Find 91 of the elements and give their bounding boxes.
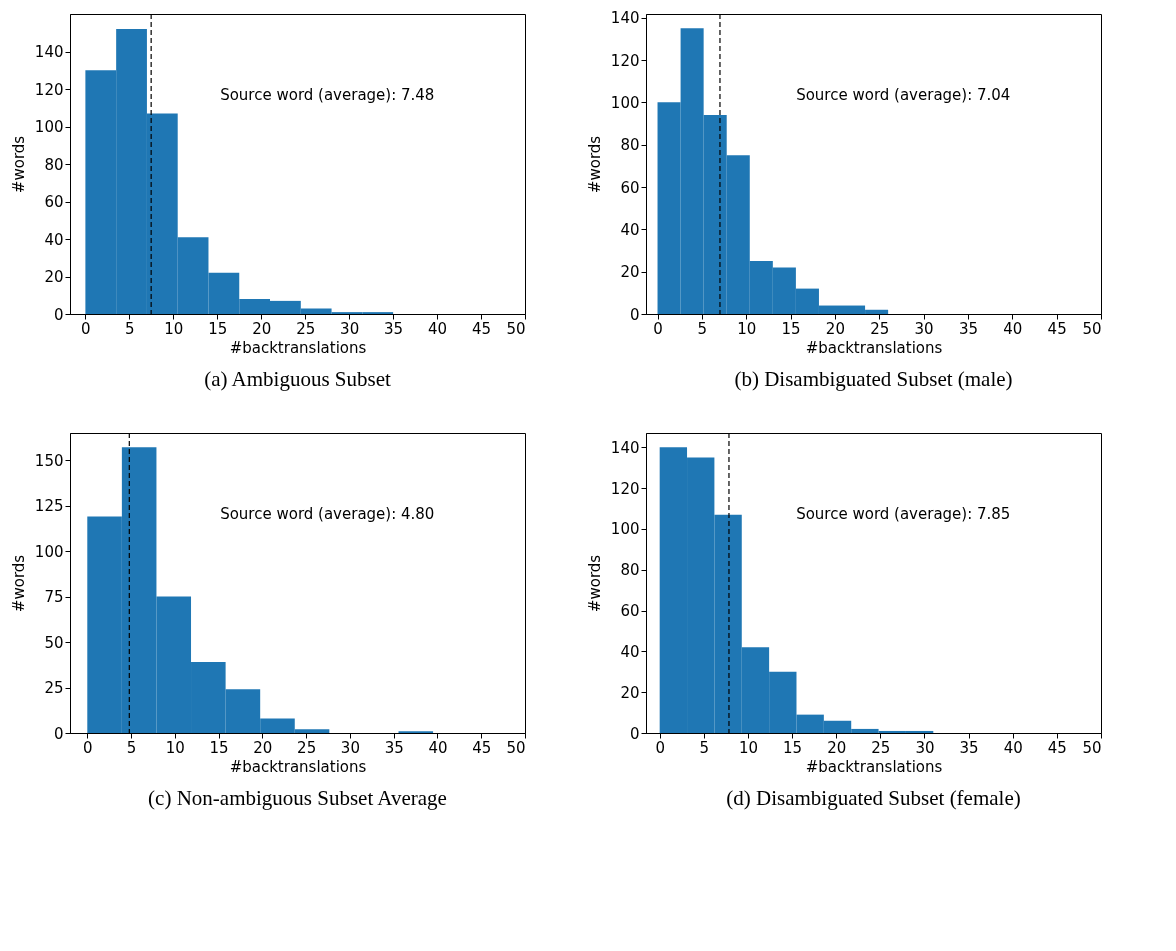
x-tick-label: 20 [827, 738, 847, 757]
y-tick-label: 20 [620, 683, 640, 702]
x-tick-label: 5 [126, 738, 137, 757]
x-tick-label: 50 [1082, 319, 1102, 338]
x-axis-title: #backtranslations [805, 338, 943, 357]
y-tick-label: 120 [610, 51, 640, 70]
x-tick-label: 5 [125, 319, 135, 338]
y-tick-label: 140 [610, 9, 640, 28]
x-tick-label: 50 [506, 319, 526, 338]
x-tick-label: 0 [83, 738, 93, 757]
x-tick-label: 10 [737, 319, 757, 338]
y-tick-label: 20 [44, 268, 64, 286]
y-tick-label: 0 [53, 724, 64, 743]
x-tick-label: 10 [165, 738, 185, 757]
text: (c) Non-ambiguous Subset Average [148, 786, 447, 810]
y-axis-title: #words [9, 554, 28, 613]
x-tick-label: 40 [428, 319, 448, 338]
y-tick-label: 60 [620, 602, 640, 621]
y-tick-label: 50 [44, 633, 64, 652]
x-axis-title: #backtranslations [229, 338, 367, 357]
x-tick-label: 15 [781, 319, 801, 338]
x-tick-label: 45 [471, 319, 492, 338]
x-tick-label: 35 [384, 738, 404, 757]
y-tick-label: 40 [620, 220, 640, 239]
x-tick-label: 30 [915, 738, 935, 757]
x-tick-label: 10 [738, 738, 758, 757]
x-tick-label: 20 [253, 738, 273, 757]
x-tick-label: 30 [914, 319, 934, 338]
x-tick-label: 15 [783, 738, 803, 757]
text: (a) Ambiguous Subset [204, 367, 391, 391]
x-tick-label: 25 [297, 738, 317, 757]
x-tick-label: 25 [296, 319, 316, 338]
y-tick-label: 80 [44, 155, 64, 174]
text: (d) Disambiguated Subset (female) [726, 786, 1021, 810]
y-tick-label: 80 [620, 136, 640, 155]
x-tick-label: 5 [697, 319, 708, 338]
x-tick-label: 50 [506, 738, 526, 757]
x-tick-label: 25 [870, 319, 890, 338]
x-tick-label: 0 [655, 738, 665, 757]
y-tick-label: 120 [610, 479, 640, 498]
x-tick-label: 40 [1003, 738, 1023, 757]
y-tick-label: 20 [620, 263, 640, 282]
x-tick-label: 20 [825, 319, 845, 338]
x-tick-label: 45 [1047, 319, 1067, 338]
y-tick-label: 100 [34, 118, 64, 136]
y-tick-label: 125 [34, 497, 64, 516]
x-axis-title: #backtranslations [229, 757, 367, 776]
y-tick-label: 100 [610, 93, 640, 112]
y-tick-label: 40 [620, 642, 640, 661]
y-tick-label: 75 [44, 588, 64, 607]
x-tick-label: 45 [472, 738, 492, 757]
x-axis-title: #backtranslations [805, 757, 943, 776]
y-tick-label: 120 [34, 80, 64, 99]
x-tick-label: 50 [1082, 738, 1102, 757]
y-tick-label: 25 [44, 679, 64, 697]
x-tick-label: 35 [958, 319, 979, 338]
y-tick-label: 140 [34, 43, 64, 61]
y-tick-label: 0 [629, 305, 640, 324]
y-axis-title: #words [9, 135, 28, 194]
x-tick-label: 40 [428, 738, 448, 757]
x-tick-label: 40 [1003, 319, 1023, 338]
text: (b) Disambiguated Subset (male) [734, 367, 1013, 391]
x-tick-label: 15 [208, 319, 228, 338]
y-tick-label: 140 [610, 438, 640, 457]
x-tick-label: 35 [959, 738, 979, 757]
y-tick-label: 60 [620, 178, 640, 197]
y-axis-title: #words [585, 135, 604, 194]
x-tick-label: 35 [384, 319, 404, 338]
y-tick-label: 60 [44, 193, 64, 211]
x-tick-label: 25 [871, 738, 891, 757]
annotation: Source word (average): 4.80 [220, 505, 435, 523]
y-tick-label: 100 [610, 520, 640, 539]
y-axis-title: #words [585, 554, 604, 613]
y-tick-label: 0 [53, 305, 64, 324]
annotation: Source word (average): 7.04 [796, 86, 1011, 104]
annotation: Source word (average): 7.48 [220, 86, 435, 104]
y-tick-label: 0 [629, 724, 640, 743]
x-tick-label: 30 [340, 319, 360, 338]
y-tick-label: 100 [34, 542, 64, 561]
x-tick-label: 45 [1047, 738, 1067, 757]
x-tick-label: 0 [81, 319, 91, 338]
x-tick-label: 20 [252, 319, 272, 338]
x-tick-label: 15 [209, 738, 229, 757]
y-tick-label: 80 [620, 561, 640, 580]
y-tick-label: 150 [34, 451, 64, 470]
x-tick-label: 0 [653, 319, 663, 338]
annotation: Source word (average): 7.85 [796, 505, 1011, 523]
x-tick-label: 30 [340, 738, 360, 757]
x-tick-label: 10 [164, 319, 184, 338]
y-tick-label: 40 [44, 230, 64, 249]
x-tick-label: 5 [699, 738, 710, 757]
